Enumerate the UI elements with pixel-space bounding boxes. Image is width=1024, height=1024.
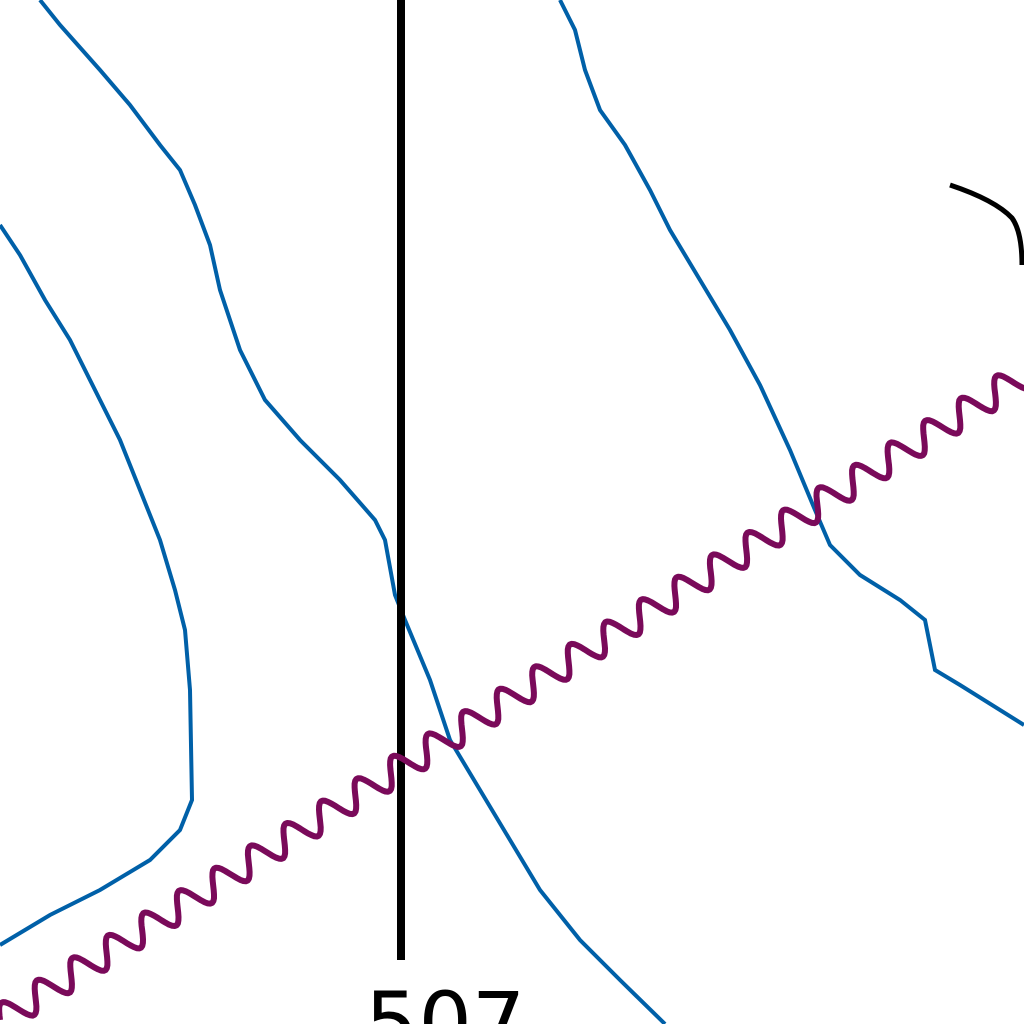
map-label: 507: [365, 974, 525, 1024]
contour-line: [0, 223, 195, 947]
contour-line: [38, 0, 667, 1024]
wavy-line: [0, 372, 1024, 1020]
road-line: [949, 182, 1024, 266]
contour-line: [558, 0, 1024, 727]
